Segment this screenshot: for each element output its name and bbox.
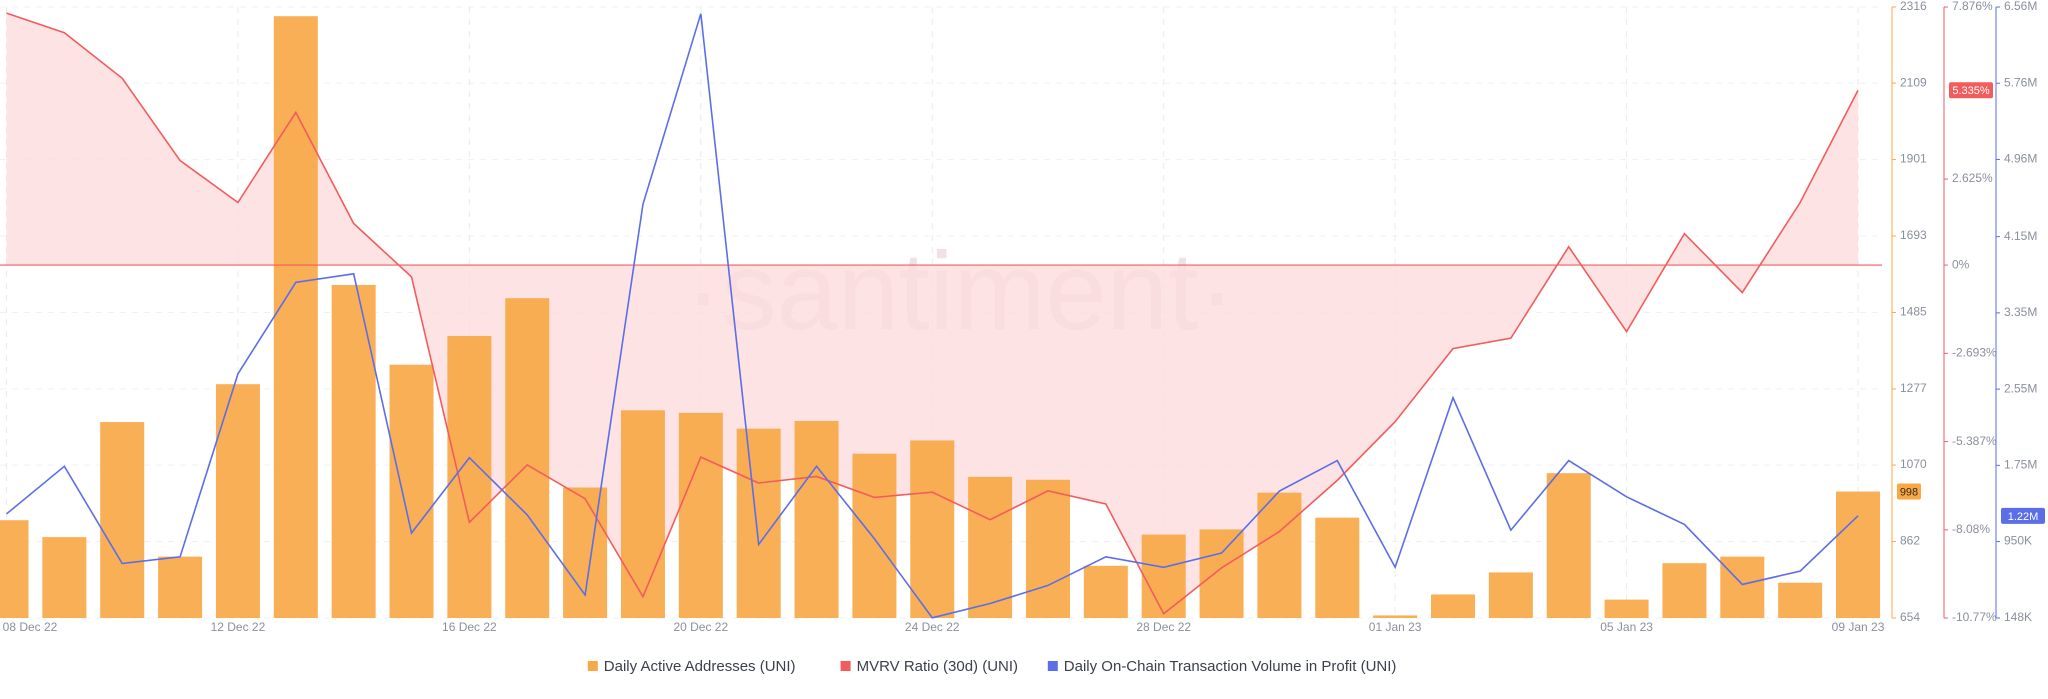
y-tick-label: 4.96M: [2004, 152, 2037, 166]
bar: [968, 476, 1013, 618]
y-tick-label: 2.55M: [2004, 381, 2037, 395]
bar: [1778, 582, 1823, 618]
bar: [794, 420, 839, 618]
y-tick-label: 1901: [1900, 152, 1927, 166]
bar: [0, 520, 29, 618]
bar: [389, 364, 434, 618]
x-tick-label: 24 Dec 22: [905, 620, 960, 634]
bar: [331, 284, 376, 618]
y-tick-label: 6.56M: [2004, 0, 2037, 13]
y-tick-label: 2316: [1900, 0, 1927, 13]
bar: [1604, 599, 1649, 618]
legend: Daily Active Addresses (UNI) MVRV Ratio (…: [587, 658, 1397, 675]
y-tick-label: 1277: [1900, 381, 1927, 395]
y-tick-label: 654: [1900, 610, 1920, 624]
bar: [158, 556, 203, 618]
legend-swatch: [840, 661, 851, 671]
line-series: [6, 12, 1859, 615]
value-badge-label: 1.22M: [2008, 511, 2039, 523]
legend-swatch: [587, 661, 598, 671]
bar: [852, 453, 897, 618]
bar: [1546, 473, 1591, 618]
y-tick-label: -8.08%: [1952, 522, 1990, 536]
y-tick-label: 2.625%: [1952, 171, 1993, 185]
value-badge: [2001, 507, 2045, 524]
line-series: [5, 13, 1859, 619]
y-tick-label: 3.35M: [2004, 305, 2037, 319]
legend-label: MVRV Ratio (30d) (UNI): [857, 658, 1018, 675]
x-tick-label: 20 Dec 22: [673, 620, 728, 634]
y-tick-label: 862: [1900, 534, 1920, 548]
bar: [1141, 534, 1186, 618]
bar: [1257, 492, 1302, 618]
bar: [1662, 563, 1707, 618]
bar: [1488, 572, 1533, 618]
bar: [1025, 479, 1070, 618]
y-tick-label: -5.387%: [1952, 434, 1997, 448]
value-badge-label: 5.335%: [1952, 85, 1990, 97]
y-tick-label: 1693: [1900, 228, 1927, 242]
y-tick-label: -2.693%: [1952, 346, 1997, 360]
y-tick-label: -10.77%: [1952, 610, 1997, 624]
y-tick-label: 1485: [1900, 305, 1927, 319]
bar: [620, 410, 665, 618]
y-tick-label: 950K: [2004, 534, 2032, 548]
y-tick-label: 148K: [2004, 610, 2032, 624]
bar: [505, 298, 550, 618]
bar: [678, 412, 723, 618]
y-tick-label: 2109: [1900, 75, 1927, 89]
y-tick-label: 1.75M: [2004, 458, 2037, 472]
bar: [1315, 517, 1360, 618]
bar: [1083, 565, 1128, 618]
plot-area: [0, 6, 1882, 619]
legend-label: Daily Active Addresses (UNI): [604, 658, 796, 675]
legend-label: Daily On-Chain Transaction Volume in Pro…: [1064, 658, 1397, 675]
bar: [910, 440, 955, 618]
y-tick-label: 5.76M: [2004, 75, 2037, 89]
y-tick-label: 7.876%: [1952, 0, 1993, 13]
bar: [100, 422, 145, 618]
x-tick-label: 16 Dec 22: [442, 620, 497, 634]
y-tick-label: 1070: [1900, 457, 1927, 471]
y-tick-label: 4.15M: [2004, 229, 2037, 243]
bar: [1720, 556, 1765, 618]
x-tick-label: 01 Jan 23: [1369, 620, 1422, 634]
bar: [1373, 615, 1418, 618]
bar: [273, 16, 318, 618]
x-tick-label: 05 Jan 23: [1600, 620, 1653, 634]
legend-swatch: [1047, 661, 1058, 671]
x-tick-label: 28 Dec 22: [1136, 620, 1191, 634]
bar: [1199, 529, 1244, 618]
value-badge: [1897, 483, 1921, 500]
x-tick-label: 08 Dec 22: [3, 620, 58, 634]
y-tick-label: 0%: [1952, 257, 1970, 271]
value-badge: [1949, 82, 1993, 99]
x-tick-label: 12 Dec 22: [211, 620, 266, 634]
bar: [563, 487, 608, 618]
bar: [1431, 594, 1475, 618]
x-tick-label: 09 Jan 23: [1832, 620, 1885, 634]
value-badge-label: 998: [1900, 486, 1918, 498]
bar: [42, 537, 87, 618]
bar: [215, 384, 260, 618]
bar: [1836, 491, 1881, 618]
